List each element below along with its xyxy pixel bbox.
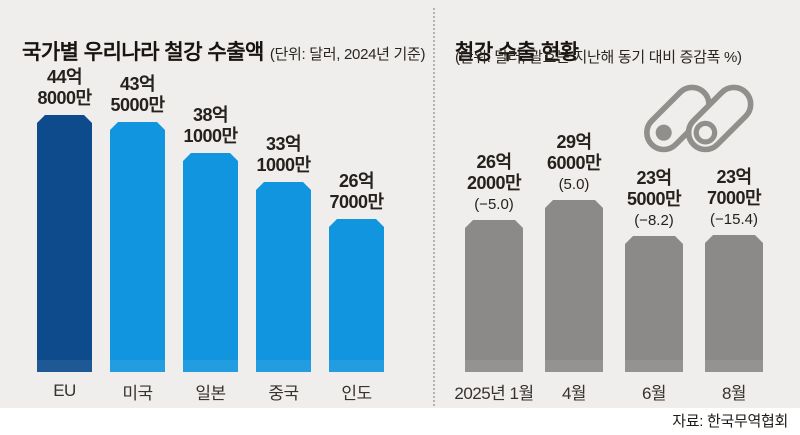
bar-value-line: 23억 [636, 168, 672, 188]
bar-value-line: 44억 [46, 67, 83, 87]
bar-value-label: 23억 7000만 (−15.4) [706, 167, 762, 229]
bar-value-line: 33억 [265, 134, 302, 154]
bar-column: 29억 6000만 (5.0) 4월 [545, 132, 603, 408]
bar-value-label: 26억 2000만 (−5.0) [466, 152, 522, 214]
bar-value-label: 38억 1000만 [183, 105, 238, 147]
bar [625, 236, 683, 372]
bar-value-label: 23억 5000만 (−8.2) [626, 168, 682, 230]
category-label: 2025년 1월 [454, 383, 534, 403]
bar-value-line: 7000만 [706, 188, 762, 208]
bar-value-line: 1000만 [256, 155, 311, 175]
bar [37, 115, 92, 372]
panel-divider [433, 8, 435, 406]
bar-change-label: (−5.0) [474, 196, 514, 213]
bar-change-label: (5.0) [558, 176, 590, 193]
bar-value-line: 5000만 [626, 189, 682, 209]
bar [545, 200, 603, 372]
category-label: 4월 [561, 383, 587, 403]
bar-value-label: 43억 5000만 [110, 74, 165, 116]
bar-value-line: 1000만 [183, 126, 238, 146]
category-label: 인도 [341, 383, 372, 403]
bar-column: 23억 7000만 (−15.4) 8월 [705, 167, 763, 408]
category-label: 일본 [195, 383, 226, 403]
bar-change-label: (−15.4) [710, 211, 758, 228]
left-chart-title: 국가별 우리나라 철강 수출액 (단위: 달러, 2024년 기준) [22, 36, 426, 66]
bar-value-line: 26억 [338, 171, 375, 191]
bar [465, 220, 523, 372]
bar-value-line: 38억 [192, 105, 229, 125]
right-chart-title: 철강 수출 현황 [455, 36, 579, 66]
bar [329, 219, 384, 372]
left-chart-title-text: 국가별 우리나라 철강 수출액 [22, 41, 264, 65]
bar-value-line: 43억 [119, 74, 156, 94]
right-chart-unit-note: (단위: 달러, 괄호는 지난해 동기 대비 증감폭 %) [455, 49, 742, 66]
bar-column: 23억 5000만 (−8.2) 6월 [625, 168, 683, 408]
left-chart-bars: 44억 8000만 EU 43억 5000만 미국 38억 1000만 일본 33억 1000만 중국… [37, 67, 384, 408]
bar [705, 235, 763, 372]
category-label: EU [53, 381, 76, 400]
bar-value-line: 5000만 [110, 95, 165, 115]
bar-column: 26억 2000만 (−5.0) 2025년 1월 [454, 152, 534, 408]
category-label: 6월 [641, 383, 667, 403]
right-chart-bars: 26억 2000만 (−5.0) 2025년 1월 29억 6000만 (5.0) 4월 23억… [454, 132, 763, 408]
left-chart-unit-note: (단위: 달러, 2024년 기준) [269, 46, 426, 64]
category-label: 중국 [268, 383, 299, 403]
bar-value-line: 8000만 [37, 88, 92, 108]
bar-value-label: 26억 7000만 [329, 171, 384, 213]
category-label: 8월 [721, 383, 747, 403]
bar [110, 122, 165, 372]
bar-value-line: 6000만 [546, 153, 602, 173]
category-label: 미국 [122, 383, 153, 403]
source-credit: 자료: 한국무역협회 [672, 413, 788, 430]
bar-value-label: 44억 8000만 [37, 67, 92, 109]
bar-value-line: 29억 [556, 132, 592, 152]
bar-column: 44억 8000만 EU [37, 67, 92, 408]
bar [183, 153, 238, 372]
bar-value-line: 26억 [476, 152, 512, 172]
right-chart-title-text: 철강 수출 현황 [455, 41, 579, 65]
bar-value-line: 2000만 [466, 173, 522, 193]
bar-value-label: 33억 1000만 [256, 134, 311, 176]
bar-change-label: (−8.2) [634, 212, 674, 229]
steel-pipes-icon [644, 84, 754, 153]
bar-value-label: 29억 6000만 (5.0) [546, 132, 602, 194]
bar [256, 182, 311, 372]
bar-value-line: 7000만 [329, 192, 384, 212]
bar-value-line: 23억 [716, 167, 752, 187]
